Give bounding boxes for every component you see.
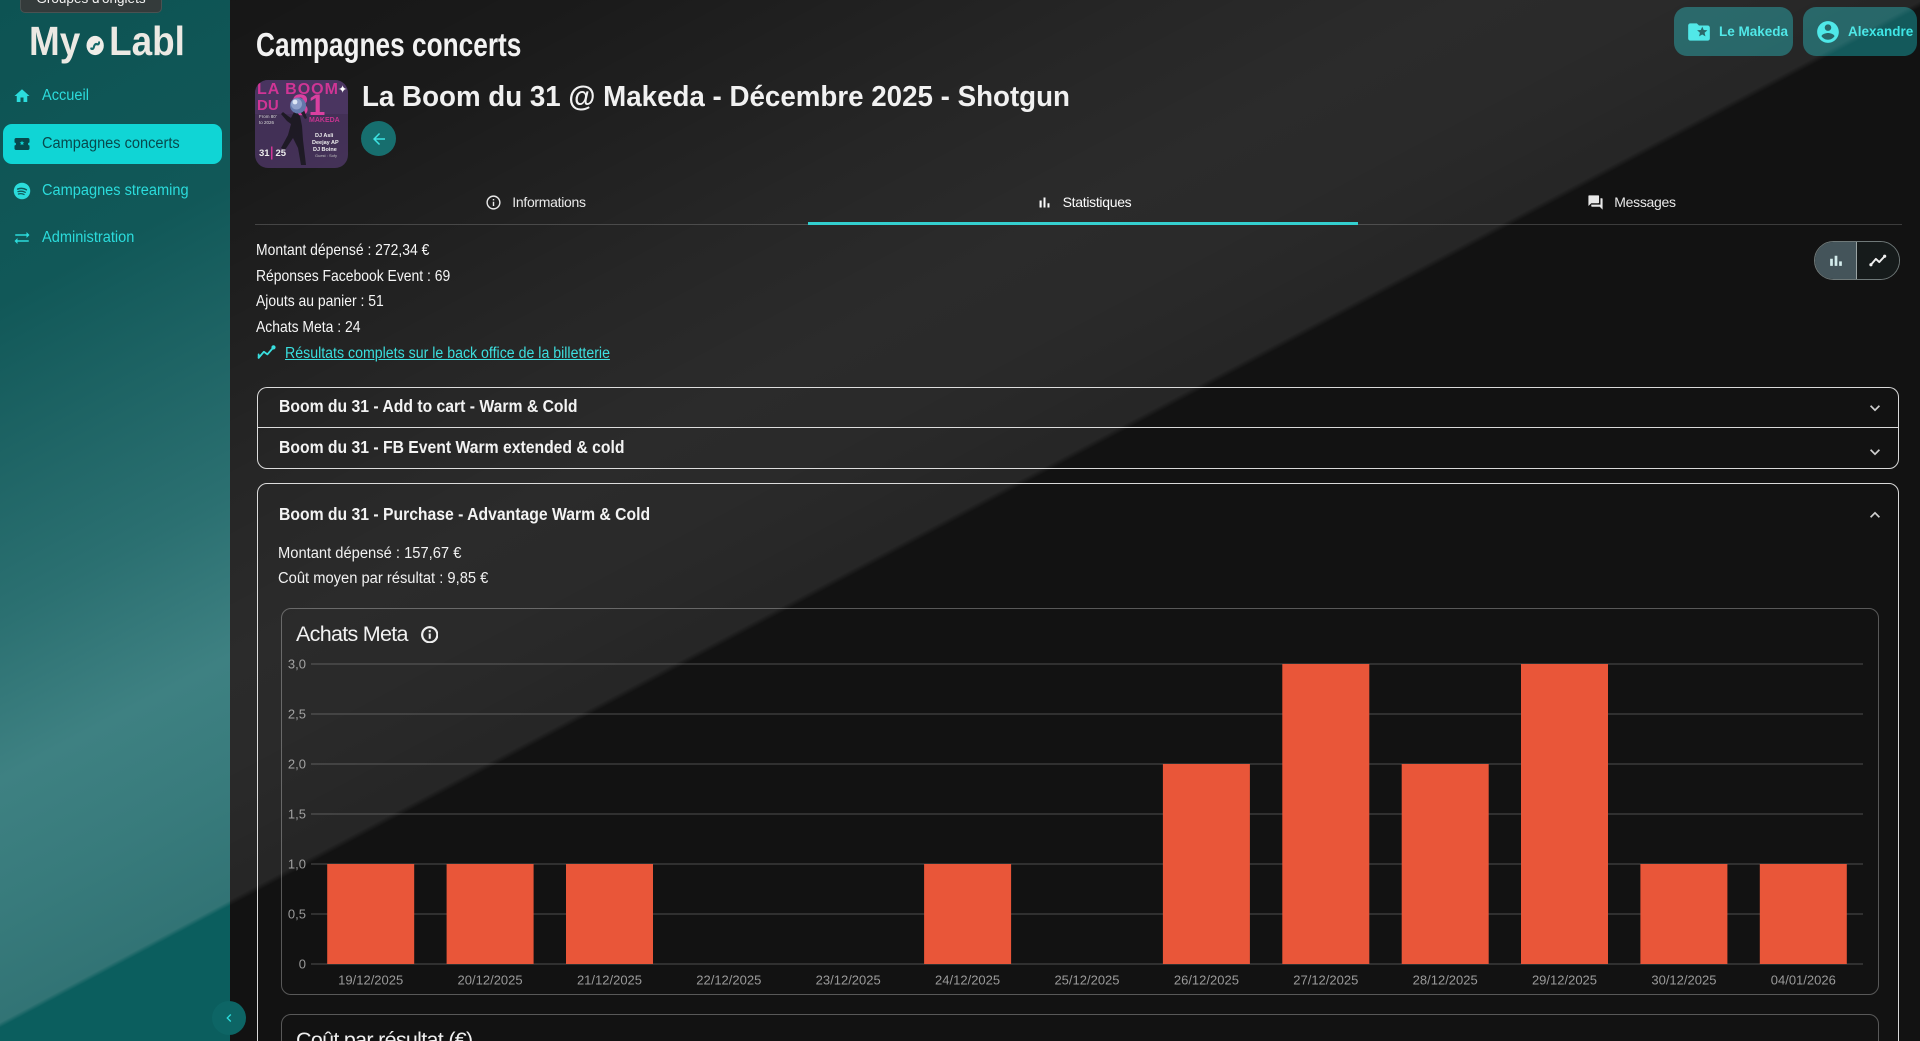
svg-text:Deejay AP: Deejay AP — [312, 140, 339, 146]
svg-text:DJ Asli: DJ Asli — [315, 133, 334, 139]
svg-text:27/12/2025: 27/12/2025 — [1293, 973, 1358, 988]
svg-text:25/12/2025: 25/12/2025 — [1054, 973, 1119, 988]
svg-text:1,5: 1,5 — [288, 807, 306, 822]
svg-text:24/12/2025: 24/12/2025 — [935, 973, 1000, 988]
svg-text:to 2026: to 2026 — [259, 120, 275, 125]
svg-text:25: 25 — [276, 148, 287, 159]
svg-text:3,0: 3,0 — [288, 657, 306, 672]
svg-text:2,5: 2,5 — [288, 707, 306, 722]
svg-text:From 80': From 80' — [259, 114, 277, 119]
svg-text:23/12/2025: 23/12/2025 — [816, 973, 881, 988]
svg-text:0: 0 — [299, 957, 306, 972]
svg-text:30/12/2025: 30/12/2025 — [1651, 973, 1716, 988]
svg-text:22/12/2025: 22/12/2025 — [696, 973, 761, 988]
svg-text:28/12/2025: 28/12/2025 — [1413, 973, 1478, 988]
svg-text:LA BOOM: LA BOOM — [257, 81, 339, 98]
svg-text:31: 31 — [259, 148, 270, 159]
svg-text:20/12/2025: 20/12/2025 — [458, 973, 523, 988]
svg-text:0,5: 0,5 — [288, 907, 306, 922]
svg-text:DJ Boine: DJ Boine — [313, 147, 337, 153]
svg-text:Guest : Sofy: Guest : Sofy — [315, 153, 337, 158]
svg-text:✦: ✦ — [338, 84, 347, 96]
svg-text:26/12/2025: 26/12/2025 — [1174, 973, 1239, 988]
svg-text:19/12/2025: 19/12/2025 — [338, 973, 403, 988]
svg-text:MAKEDA: MAKEDA — [309, 117, 340, 124]
svg-text:29/12/2025: 29/12/2025 — [1532, 973, 1597, 988]
svg-text:DU: DU — [257, 97, 279, 114]
svg-text:1,0: 1,0 — [288, 857, 306, 872]
svg-text:2,0: 2,0 — [288, 757, 306, 772]
svg-text:04/01/2026: 04/01/2026 — [1771, 973, 1836, 988]
svg-text:21/12/2025: 21/12/2025 — [577, 973, 642, 988]
